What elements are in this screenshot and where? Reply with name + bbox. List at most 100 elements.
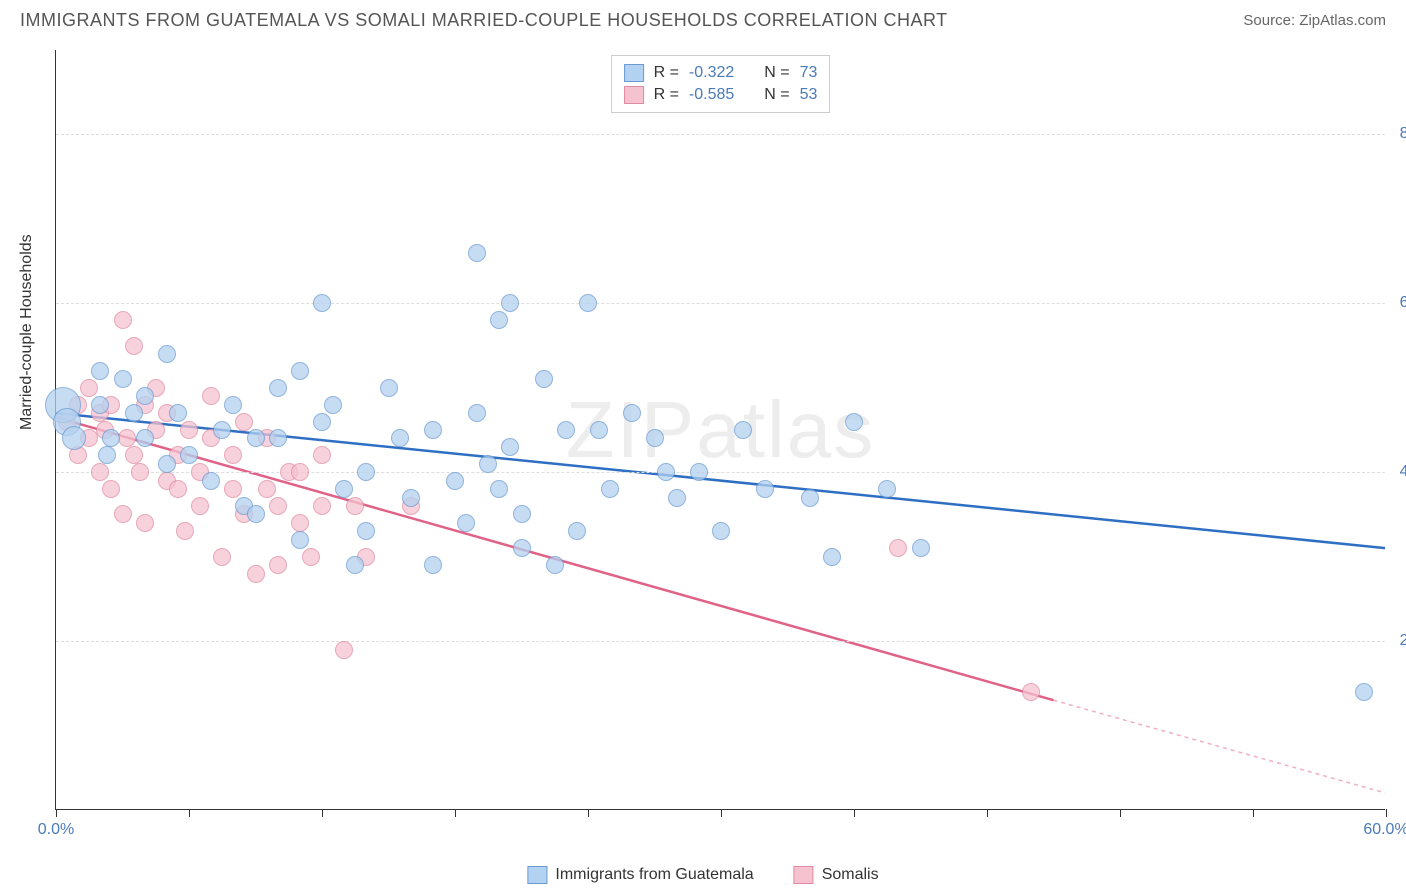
scatter-point (91, 362, 109, 380)
scatter-point (501, 438, 519, 456)
scatter-point (457, 514, 475, 532)
scatter-point (224, 396, 242, 414)
chart-title: IMMIGRANTS FROM GUATEMALA VS SOMALI MARR… (20, 10, 948, 31)
scatter-point (91, 463, 109, 481)
scatter-point (657, 463, 675, 481)
scatter-point (513, 539, 531, 557)
scatter-point (224, 446, 242, 464)
scatter-point (136, 429, 154, 447)
scatter-point (125, 446, 143, 464)
scatter-point (118, 429, 136, 447)
scatter-point (235, 413, 253, 431)
scatter-point (125, 337, 143, 355)
scatter-point (424, 556, 442, 574)
scatter-point (98, 446, 116, 464)
scatter-point (114, 370, 132, 388)
scatter-point (546, 556, 564, 574)
x-tick (1253, 809, 1254, 817)
scatter-point (247, 429, 265, 447)
scatter-point (346, 556, 364, 574)
scatter-point (180, 446, 198, 464)
scatter-point (402, 489, 420, 507)
scatter-point (102, 480, 120, 498)
correlation-legend: R = -0.322 N = 73 R = -0.585 N = 53 (611, 55, 831, 113)
scatter-point (623, 404, 641, 422)
legend-row: R = -0.322 N = 73 (624, 62, 818, 84)
scatter-point (91, 396, 109, 414)
scatter-point (269, 429, 287, 447)
scatter-point (191, 497, 209, 515)
scatter-point (490, 311, 508, 329)
scatter-point (1355, 683, 1373, 701)
scatter-point (180, 421, 198, 439)
gridline (56, 134, 1385, 135)
scatter-point (62, 426, 86, 450)
scatter-point (291, 463, 309, 481)
scatter-point (176, 522, 194, 540)
series-legend: Immigrants from Guatemala Somalis (527, 866, 878, 884)
scatter-point (125, 404, 143, 422)
scatter-point (258, 480, 276, 498)
scatter-point (102, 429, 120, 447)
gridline (56, 303, 1385, 304)
scatter-point (313, 294, 331, 312)
scatter-point (324, 396, 342, 414)
scatter-point (380, 379, 398, 397)
scatter-point (391, 429, 409, 447)
scatter-point (601, 480, 619, 498)
scatter-point (269, 497, 287, 515)
scatter-point (557, 421, 575, 439)
scatter-point (513, 505, 531, 523)
x-tick (322, 809, 323, 817)
scatter-point (136, 387, 154, 405)
scatter-point (202, 387, 220, 405)
x-tick (1386, 809, 1387, 817)
chart-plot-area: ZIPatlas R = -0.322 N = 73 R = -0.585 N … (55, 50, 1385, 810)
scatter-point (446, 472, 464, 490)
scatter-point (335, 480, 353, 498)
legend-item: Somalis (794, 866, 879, 884)
x-tick (56, 809, 57, 817)
x-tick-label: 0.0% (38, 821, 74, 839)
scatter-point (878, 480, 896, 498)
scatter-point (346, 497, 364, 515)
y-tick-label: 80.0% (1390, 125, 1406, 143)
scatter-point (114, 505, 132, 523)
scatter-point (668, 489, 686, 507)
scatter-point (490, 480, 508, 498)
gridline (56, 641, 1385, 642)
scatter-point (479, 455, 497, 473)
watermark-text: ZIPatlas (566, 384, 875, 476)
scatter-point (302, 548, 320, 566)
scatter-point (424, 421, 442, 439)
x-tick (189, 809, 190, 817)
scatter-point (734, 421, 752, 439)
scatter-point (335, 641, 353, 659)
x-tick (987, 809, 988, 817)
scatter-point (889, 539, 907, 557)
legend-item: Immigrants from Guatemala (527, 866, 753, 884)
scatter-point (313, 446, 331, 464)
scatter-point (158, 345, 176, 363)
legend-swatch (624, 64, 644, 82)
scatter-point (501, 294, 519, 312)
legend-row: R = -0.585 N = 53 (624, 84, 818, 106)
scatter-point (269, 379, 287, 397)
scatter-point (158, 455, 176, 473)
legend-swatch (624, 86, 644, 104)
y-tick-label: 20.0% (1390, 632, 1406, 650)
scatter-point (1022, 683, 1040, 701)
scatter-point (845, 413, 863, 431)
legend-label: Immigrants from Guatemala (555, 866, 753, 884)
scatter-point (80, 379, 98, 397)
scatter-point (269, 556, 287, 574)
scatter-point (224, 480, 242, 498)
scatter-point (756, 480, 774, 498)
scatter-point (568, 522, 586, 540)
scatter-point (291, 514, 309, 532)
scatter-point (590, 421, 608, 439)
scatter-point (646, 429, 664, 447)
scatter-point (169, 404, 187, 422)
scatter-point (213, 421, 231, 439)
scatter-point (535, 370, 553, 388)
